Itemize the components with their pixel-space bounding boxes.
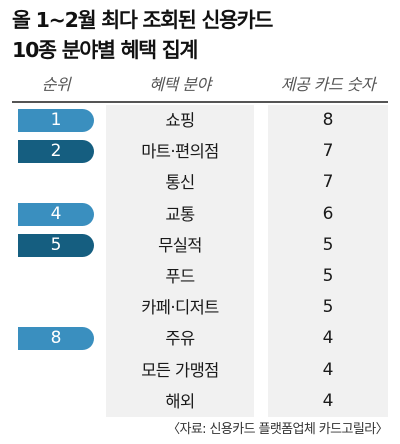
benefit-column-bg: [106, 105, 254, 417]
source-note: 〈자료: 신용카드 플랫폼업체 카드고릴라〉: [167, 422, 389, 437]
count-column-bg: [268, 105, 388, 417]
chart-title: 올 1~2월 최다 조회된 신용카드 10종 분야별 혜택 집계: [12, 5, 273, 65]
benefit-label: 모든 가맹점: [141, 360, 219, 380]
card-count-value: 6: [322, 203, 334, 224]
benefit-label: 쇼핑: [165, 111, 195, 130]
card-count-value: 4: [322, 359, 334, 380]
card-count-value: 8: [322, 110, 334, 130]
benefit-label: 통신: [165, 173, 195, 193]
rank-badge: 2: [18, 140, 94, 164]
table-row: 카페·디저트 5: [0, 292, 400, 323]
table-row: 2 마트·편의점 7: [0, 136, 400, 167]
card-count-value: 4: [322, 328, 334, 349]
table-row: 통신 7: [0, 167, 400, 198]
rank-badge: 8: [18, 327, 94, 351]
card-count-value: 5: [322, 265, 334, 286]
benefit-label: 주유: [165, 329, 195, 349]
table-row: 1 쇼핑 8: [0, 105, 400, 136]
header-benefit: 혜택 분야: [149, 75, 211, 94]
table-row: 푸드 5: [0, 261, 400, 292]
table-row: 모든 가맹점 4: [0, 355, 400, 386]
benefit-label: 교통: [165, 204, 195, 224]
benefit-label: 무실적: [158, 235, 202, 255]
card-count-value: 4: [322, 390, 334, 411]
card-count-value: 7: [322, 172, 334, 193]
header-rank: 순위: [41, 75, 71, 94]
title-line-1: 올 1~2월 최다 조회된 신용카드: [12, 8, 273, 32]
benefit-label: 해외: [165, 391, 195, 411]
rank-badge: 4: [18, 202, 94, 226]
benefit-label: 마트·편의점: [141, 142, 219, 162]
benefit-label: 카페·디저트: [141, 298, 219, 318]
table-body: 1 쇼핑 8 2 마트·편의점 7 통신 7 4 교통 6 5 무실적 5 푸드 5 카페·디저트 5 8 주유 4 모든…: [0, 105, 400, 417]
header-divider: [12, 101, 388, 103]
table-row: 4 교통 6: [0, 199, 400, 230]
rank-badge: 1: [18, 109, 94, 132]
card-count-value: 7: [322, 141, 334, 162]
benefit-label: 푸드: [165, 266, 195, 286]
table-row: 해외 4: [0, 386, 400, 417]
table-row: 5 무실적 5: [0, 230, 400, 261]
card-count-value: 5: [322, 234, 334, 255]
table-header: 순위 혜택 분야 제공 카드 숫자: [0, 70, 400, 100]
card-count-value: 5: [322, 297, 334, 318]
table-row: 8 주유 4: [0, 323, 400, 354]
title-line-2: 10종 분야별 혜택 집계: [12, 38, 198, 62]
header-count: 제공 카드 숫자: [280, 75, 376, 94]
rank-badge: 5: [18, 233, 94, 257]
